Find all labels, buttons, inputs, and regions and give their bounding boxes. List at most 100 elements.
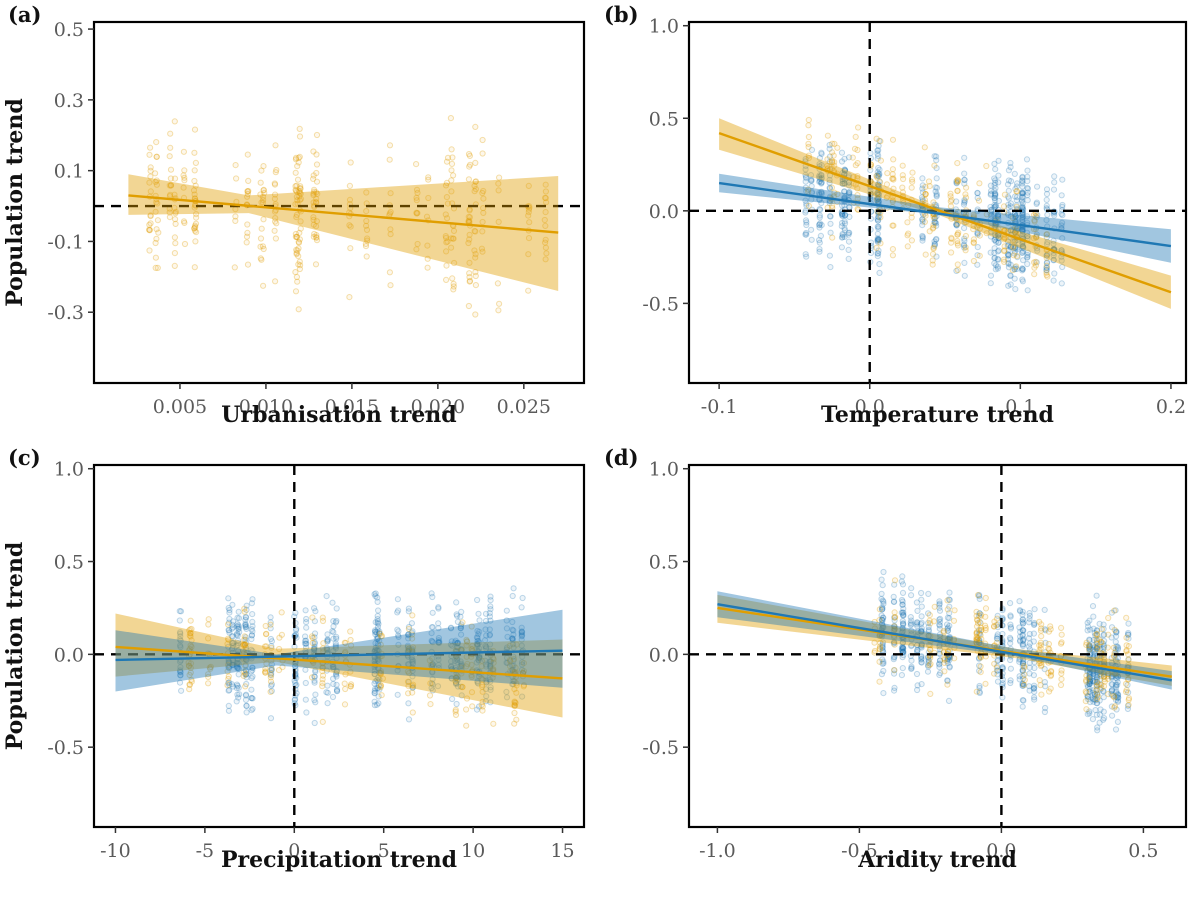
data-point	[1019, 703, 1026, 710]
data-point	[988, 206, 995, 213]
data-point	[429, 676, 436, 683]
data-point	[268, 643, 275, 650]
data-point	[816, 212, 823, 219]
data-point	[311, 719, 318, 727]
data-point	[991, 254, 998, 261]
data-point	[543, 199, 550, 206]
data-point	[1058, 222, 1065, 229]
data-point	[167, 182, 175, 189]
data-point	[1033, 214, 1040, 221]
data-point	[241, 605, 248, 612]
data-point	[518, 631, 525, 638]
data-point	[944, 657, 951, 665]
data-point	[926, 646, 934, 653]
data-point	[1125, 676, 1132, 683]
data-point	[243, 702, 250, 710]
data-point	[873, 196, 881, 203]
data-point	[875, 181, 882, 188]
data-point	[875, 181, 882, 188]
data-point	[413, 186, 421, 193]
data-point	[409, 684, 416, 691]
data-point	[1114, 694, 1121, 701]
data-point	[816, 248, 823, 255]
data-point	[428, 624, 435, 631]
data-point	[918, 659, 925, 666]
data-point	[292, 230, 299, 238]
data-point	[976, 682, 983, 690]
data-point	[242, 670, 249, 678]
data-point	[1034, 183, 1041, 190]
data-point	[319, 614, 326, 621]
data-point	[977, 632, 984, 639]
data-point	[931, 242, 938, 249]
data-point	[845, 255, 852, 262]
data-point	[371, 658, 378, 665]
data-point	[177, 644, 184, 651]
data-point	[936, 646, 944, 653]
data-point	[234, 621, 241, 628]
data-point	[954, 187, 961, 194]
data-point	[1037, 663, 1045, 670]
data-point	[424, 242, 431, 249]
data-point	[1058, 667, 1065, 674]
data-point	[243, 646, 250, 654]
data-point	[268, 672, 275, 679]
data-point	[472, 311, 479, 318]
data-point	[1019, 659, 1027, 666]
data-point	[296, 265, 303, 273]
data-point	[466, 217, 473, 224]
data-point	[323, 593, 330, 600]
data-point	[982, 680, 989, 687]
data-point	[914, 642, 921, 649]
data-point	[829, 149, 836, 156]
data-point	[229, 645, 236, 652]
data-point	[933, 175, 940, 182]
data-point	[503, 617, 510, 624]
data-point	[1013, 263, 1020, 270]
data-point	[152, 264, 159, 271]
data-point	[372, 631, 379, 638]
data-point	[1018, 189, 1026, 196]
data-point	[1085, 623, 1092, 630]
data-point	[1007, 679, 1014, 687]
data-point	[413, 209, 420, 216]
data-point	[908, 621, 915, 628]
data-point	[898, 609, 905, 616]
x-tick-label: 0.010	[239, 396, 293, 418]
data-point	[803, 219, 810, 226]
data-point	[875, 247, 882, 254]
data-point	[310, 199, 317, 206]
data-point	[1125, 643, 1133, 650]
data-point	[347, 159, 354, 166]
data-point	[940, 627, 947, 635]
data-point	[480, 209, 487, 216]
data-point	[1038, 662, 1045, 669]
data-point	[429, 639, 436, 646]
data-point	[154, 264, 161, 271]
data-point	[180, 172, 187, 179]
data-point	[310, 148, 317, 155]
data-point	[841, 166, 848, 173]
x-axis-title: Temperature trend	[821, 402, 1054, 428]
data-point	[428, 630, 435, 637]
data-point	[1086, 636, 1093, 643]
data-point	[1020, 658, 1027, 665]
data-point	[845, 238, 853, 245]
data-point	[409, 673, 416, 680]
data-point	[313, 178, 321, 185]
data-point	[1110, 692, 1117, 700]
data-point	[992, 197, 999, 204]
data-point	[146, 247, 153, 254]
data-point	[994, 263, 1001, 270]
data-point	[1019, 680, 1026, 687]
data-point	[874, 223, 881, 230]
data-point	[802, 231, 809, 238]
data-point	[899, 189, 907, 196]
data-point	[371, 687, 378, 695]
data-point	[242, 636, 249, 643]
data-point	[818, 180, 825, 187]
data-point	[146, 226, 153, 233]
data-point	[1026, 687, 1033, 694]
data-point	[1059, 203, 1066, 210]
data-point	[177, 608, 185, 615]
